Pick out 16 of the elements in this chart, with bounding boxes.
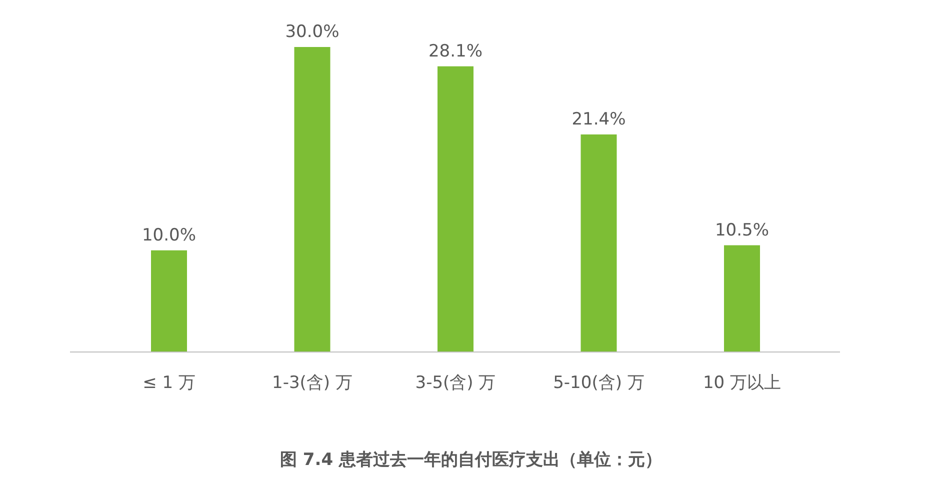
x-tick-label: ≤ 1 万	[142, 373, 196, 393]
x-tick-label: 1-3(含) 万	[272, 373, 352, 393]
x-tick-label: 10 万以上	[702, 373, 782, 393]
bar	[724, 245, 760, 352]
bar	[151, 250, 187, 352]
x-tick-label: 5-10(含) 万	[553, 373, 644, 393]
x-tick-label: 3-5(含) 万	[415, 373, 496, 393]
bar	[294, 47, 330, 352]
data-label: 30.0%	[285, 22, 340, 42]
data-label: 28.1%	[428, 41, 483, 62]
data-label: 10.5%	[714, 220, 770, 240]
data-label: 10.0%	[142, 225, 196, 246]
bar	[580, 134, 617, 352]
text: 图 7.4 患者过去一年的自付医疗支出（单位：元）	[280, 450, 662, 470]
data-label: 21.4%	[572, 109, 626, 130]
bar	[438, 66, 474, 352]
